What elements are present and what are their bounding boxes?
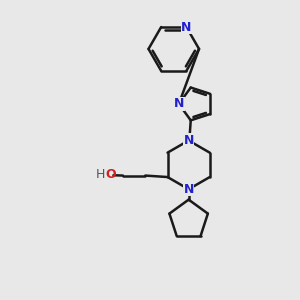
- Text: N: N: [174, 98, 184, 110]
- Text: N: N: [184, 134, 194, 147]
- Text: H: H: [96, 169, 105, 182]
- Text: N: N: [184, 183, 194, 196]
- Text: O: O: [105, 169, 116, 182]
- Text: N: N: [181, 21, 192, 34]
